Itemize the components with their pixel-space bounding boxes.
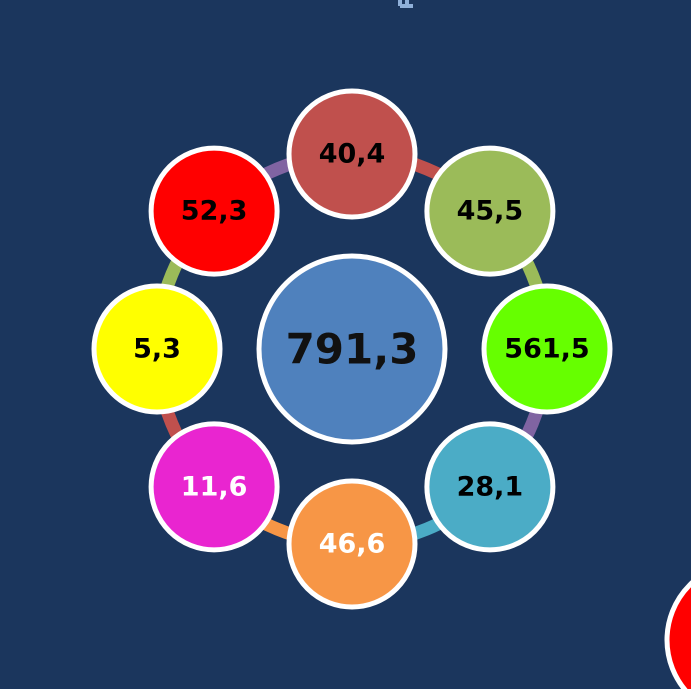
node-value: 52,3 <box>181 196 248 227</box>
node-circle <box>148 421 280 553</box>
node-2: 45,5 <box>424 145 556 277</box>
node-5: 46,6 <box>286 478 418 610</box>
center-value: 791,3 <box>286 325 419 374</box>
node-7: 5,3 <box>91 283 223 415</box>
node-value: 40,4 <box>319 139 386 170</box>
outer-nodes: 40,4 45,5 561,5 28,1 46,6 11,6 5,3 52,3 <box>91 88 613 610</box>
node-6: 11,6 <box>148 421 280 553</box>
node-3: 561,5 <box>481 283 613 415</box>
partial-circle <box>664 580 691 689</box>
node-1: 40,4 <box>286 88 418 220</box>
node-circle <box>148 145 280 277</box>
node-value: 45,5 <box>457 196 524 227</box>
clipped-title-glyph <box>398 0 413 8</box>
node-circle <box>286 88 418 220</box>
center-node: 791,3 <box>256 253 448 445</box>
node-value: 11,6 <box>181 471 248 502</box>
node-circle <box>286 478 418 610</box>
node-circle <box>91 283 223 415</box>
node-value: 46,6 <box>319 529 386 560</box>
center-circle <box>256 253 448 445</box>
node-circle <box>424 421 556 553</box>
node-value: 5,3 <box>133 334 181 365</box>
node-value: 28,1 <box>457 471 524 502</box>
node-circle <box>424 145 556 277</box>
node-value: 561,5 <box>504 334 589 365</box>
node-8: 52,3 <box>148 145 280 277</box>
node-circle <box>481 283 613 415</box>
node-4: 28,1 <box>424 421 556 553</box>
